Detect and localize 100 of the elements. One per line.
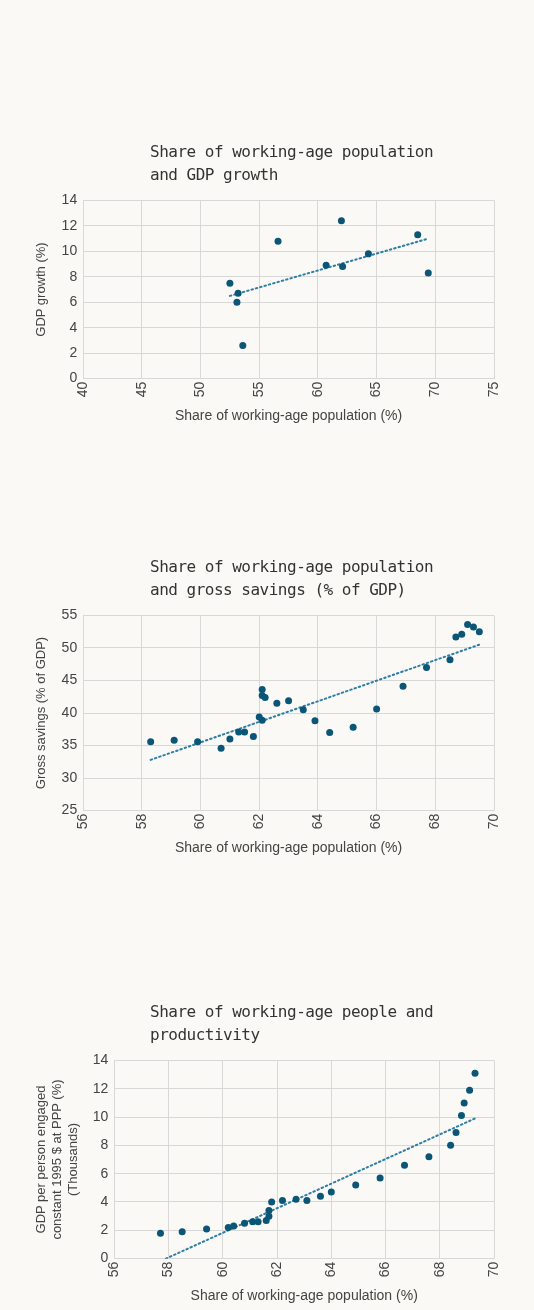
point [241, 1219, 249, 1227]
x-tick-label: 55 [250, 381, 267, 398]
point [337, 217, 345, 225]
y-tick-label: 50 [61, 638, 78, 655]
point [292, 1195, 300, 1203]
point [234, 289, 242, 297]
point [446, 656, 454, 664]
point [249, 1218, 257, 1226]
point [170, 736, 178, 744]
chart-title: Share of working-age population and GDP growth [150, 141, 435, 186]
point [466, 1086, 474, 1094]
x-tick-label: 60 [213, 1261, 230, 1278]
y-tick-label: 2 [100, 1221, 109, 1238]
point [452, 1129, 460, 1137]
x-axis-title: Share of working-age population (%) [174, 839, 403, 856]
point [349, 723, 357, 731]
x-tick-label: 62 [250, 813, 267, 830]
point [226, 735, 234, 743]
chart-title: Share of working-age people and productivity [150, 1001, 435, 1046]
x-tick-label: 68 [430, 1261, 447, 1278]
point [339, 263, 347, 271]
point [303, 1197, 311, 1205]
y-tick-label: 14 [61, 191, 78, 208]
point [425, 1153, 433, 1161]
point [373, 705, 381, 713]
point [241, 728, 249, 736]
y-axis-title: GDP per person engaged constant 1995 $ at PPP (%) (Thousands) [33, 1079, 80, 1240]
y-axis-title: GDP growth (%) [33, 242, 49, 337]
x-tick-label: 45 [132, 381, 149, 398]
point [235, 728, 243, 736]
y-tick-label: 30 [61, 768, 78, 785]
x-tick-label: 60 [191, 813, 208, 830]
y-tick-label: 10 [61, 242, 78, 259]
y-tick-label: 4 [100, 1192, 109, 1209]
y-tick-label: 0 [69, 369, 78, 386]
x-tick-label: 62 [267, 1261, 284, 1278]
point [249, 732, 257, 740]
y-tick-label: 45 [61, 671, 78, 688]
point [239, 342, 247, 350]
y-tick-label: 6 [100, 1164, 109, 1181]
point [457, 1112, 465, 1120]
point [475, 628, 483, 636]
point [327, 1188, 335, 1196]
x-tick-label: 66 [376, 1261, 393, 1278]
point [226, 279, 234, 287]
x-tick-label: 68 [426, 813, 443, 830]
point [469, 623, 477, 631]
x-tick-label: 70 [484, 1261, 501, 1278]
x-tick-label: 70 [426, 381, 443, 398]
x-tick-label: 65 [367, 381, 384, 398]
point [376, 1174, 384, 1182]
x-tick-label: 50 [191, 381, 208, 398]
point [458, 630, 466, 638]
point [278, 1197, 286, 1205]
point [311, 717, 319, 725]
point [447, 1141, 455, 1149]
point [423, 663, 431, 671]
x-tick-label: 75 [484, 381, 501, 398]
point [424, 269, 432, 277]
y-tick-label: 10 [92, 1107, 109, 1124]
point [299, 706, 307, 714]
point [352, 1181, 360, 1189]
y-tick-label: 6 [69, 293, 78, 310]
point [156, 1229, 164, 1237]
x-tick-label: 70 [484, 813, 501, 830]
y-tick-label: 4 [69, 318, 78, 335]
point [194, 738, 202, 746]
point [265, 1212, 273, 1220]
x-tick-label: 58 [159, 1261, 176, 1278]
point [364, 250, 372, 258]
point [460, 1099, 468, 1107]
point [265, 1206, 273, 1214]
chart-title: Share of working-age population and gross savings (% of GDP) [150, 556, 435, 601]
y-tick-label: 35 [61, 736, 78, 753]
x-tick-label: 58 [132, 813, 149, 830]
point [254, 1218, 262, 1226]
point [401, 1161, 409, 1169]
x-tick-label: 64 [322, 1261, 339, 1278]
point [316, 1192, 324, 1200]
point [233, 298, 241, 306]
y-tick-label: 8 [100, 1136, 109, 1153]
point [399, 682, 407, 690]
point [326, 729, 334, 737]
point [274, 237, 282, 245]
point [258, 686, 266, 694]
x-axis-title: Share of working-age population (%) [190, 1287, 418, 1304]
x-tick-label: 60 [308, 381, 325, 398]
y-tick-label: 12 [92, 1079, 109, 1096]
y-tick-label: 8 [69, 267, 78, 284]
point [178, 1228, 186, 1236]
point [268, 1198, 276, 1206]
x-tick-label: 64 [308, 813, 325, 830]
y-tick-label: 12 [61, 216, 78, 233]
point [230, 1222, 238, 1230]
point [285, 697, 293, 705]
point [203, 1225, 211, 1233]
x-tick-label: 66 [367, 813, 384, 830]
point [464, 621, 472, 629]
point [322, 261, 330, 269]
y-tick-label: 55 [61, 606, 78, 623]
